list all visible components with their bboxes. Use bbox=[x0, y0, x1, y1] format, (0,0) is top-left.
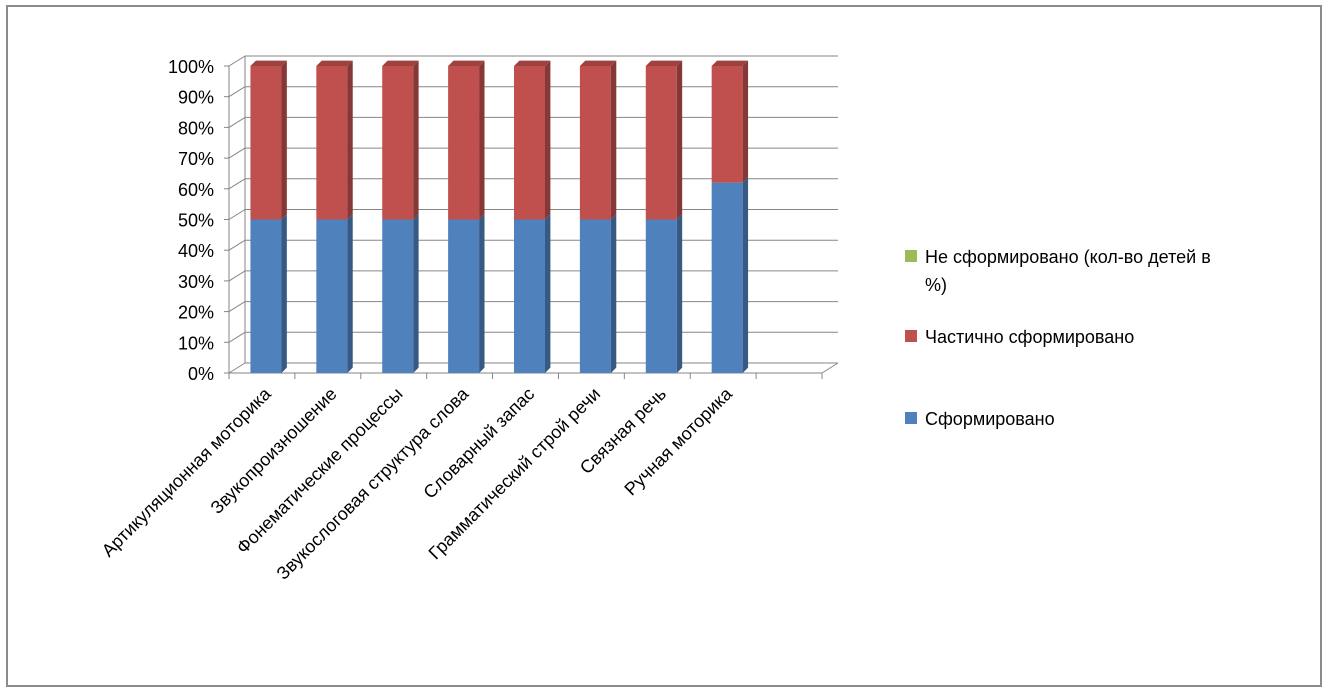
bar-front bbox=[514, 66, 545, 220]
legend-label: Не сформировано (кол-во детей в bbox=[925, 247, 1211, 267]
bar-front bbox=[250, 66, 282, 220]
bar-side bbox=[545, 60, 551, 220]
bar-front bbox=[448, 66, 480, 220]
y-tick-label: 60% bbox=[178, 180, 214, 200]
bar-6-series-2 bbox=[579, 60, 617, 220]
bar-side bbox=[281, 214, 287, 373]
legend-label: %) bbox=[925, 275, 947, 295]
bar-side bbox=[347, 60, 353, 220]
bar-side bbox=[479, 60, 485, 220]
bar-front bbox=[579, 66, 611, 220]
y-tick-label: 50% bbox=[178, 211, 214, 231]
bar-top bbox=[316, 60, 353, 66]
bars bbox=[250, 60, 749, 373]
y-tick-label: 20% bbox=[178, 303, 214, 323]
bar-top bbox=[250, 60, 287, 66]
legend-item: Частично сформировано bbox=[905, 327, 1134, 347]
bar-7-series-1 bbox=[645, 214, 683, 373]
gridline-side bbox=[228, 301, 246, 313]
legend-label: Частично сформировано bbox=[925, 327, 1134, 347]
bar-top bbox=[579, 60, 617, 66]
bar-side bbox=[347, 214, 353, 373]
bar-1-series-1 bbox=[250, 214, 287, 373]
bar-3-series-1 bbox=[382, 214, 419, 373]
y-tick-label: 100% bbox=[168, 57, 214, 77]
bar-front bbox=[579, 219, 611, 373]
bar-front bbox=[316, 66, 348, 220]
bar-front bbox=[645, 219, 677, 373]
bar-4-series-1 bbox=[448, 214, 485, 373]
bar-front bbox=[711, 66, 743, 183]
gridline-side bbox=[228, 86, 246, 98]
legend-swatch bbox=[905, 330, 917, 342]
y-tick-label: 30% bbox=[178, 272, 214, 292]
gridline-side bbox=[228, 362, 246, 374]
bar-side bbox=[281, 60, 287, 220]
bar-side bbox=[545, 214, 551, 373]
bar-1-series-2 bbox=[250, 60, 287, 220]
x-axis-labels: Артикуляционная моторикаЗвукопроизношени… bbox=[98, 383, 737, 584]
bar-front bbox=[711, 182, 743, 373]
gridline-side bbox=[228, 270, 246, 282]
legend-swatch bbox=[905, 250, 917, 262]
bar-top bbox=[711, 60, 749, 66]
bar-8-series-1 bbox=[711, 177, 749, 373]
bar-side bbox=[742, 177, 749, 373]
bar-side bbox=[413, 60, 419, 220]
gridline-side bbox=[228, 178, 246, 190]
x-category-label: Звукопроизношение bbox=[207, 384, 341, 518]
bar-7-series-2 bbox=[645, 60, 683, 220]
bar-top bbox=[514, 60, 551, 66]
gridline-side bbox=[228, 331, 246, 343]
bar-side bbox=[676, 60, 683, 220]
bar-5-series-1 bbox=[514, 214, 551, 373]
gridline-side bbox=[228, 55, 246, 67]
y-tick-label: 40% bbox=[178, 241, 214, 261]
bar-2-series-2 bbox=[316, 60, 353, 220]
bar-front bbox=[250, 219, 282, 373]
legend-item: Не сформировано (кол-во детей в%) bbox=[905, 247, 1211, 295]
bar-front bbox=[448, 219, 480, 373]
y-tick-label: 80% bbox=[178, 118, 214, 138]
bar-6-series-1 bbox=[579, 214, 617, 373]
bar-top bbox=[448, 60, 485, 66]
bar-2-series-1 bbox=[316, 214, 353, 373]
bar-front bbox=[382, 219, 414, 373]
bar-side bbox=[676, 214, 683, 373]
legend: Не сформировано (кол-во детей в%) Частичн… bbox=[905, 247, 1211, 429]
gridline-side bbox=[228, 239, 246, 251]
legend-label: Сформировано bbox=[925, 409, 1055, 429]
legend-item: Сформировано bbox=[905, 409, 1055, 429]
gridline-side bbox=[228, 116, 246, 128]
y-tick-label: 0% bbox=[188, 364, 214, 384]
legend-swatch bbox=[905, 412, 917, 424]
bar-front bbox=[382, 66, 414, 220]
bar-top bbox=[645, 60, 683, 66]
gridline-side bbox=[228, 147, 246, 159]
bar-side bbox=[610, 214, 617, 373]
bar-8-series-2 bbox=[711, 60, 749, 183]
bar-side bbox=[742, 60, 749, 183]
bar-front bbox=[316, 219, 348, 373]
y-tick-label: 70% bbox=[178, 149, 214, 169]
x-category-label: Словарный запас bbox=[419, 384, 538, 503]
y-tick-label: 90% bbox=[178, 88, 214, 108]
bar-side bbox=[413, 214, 419, 373]
bar-side bbox=[479, 214, 485, 373]
floor-right-edge bbox=[821, 362, 839, 374]
bar-5-series-2 bbox=[514, 60, 551, 220]
bar-side bbox=[610, 60, 617, 220]
bar-3-series-2 bbox=[382, 60, 419, 220]
gridline-side bbox=[228, 209, 246, 220]
bar-front bbox=[645, 66, 677, 220]
bar-front bbox=[514, 219, 545, 373]
bar-4-series-2 bbox=[448, 60, 485, 220]
bar-top bbox=[382, 60, 419, 66]
y-tick-label: 10% bbox=[178, 333, 214, 353]
y-axis-ticks: 0% 10% 20% 30% 40% 50% 60% 70% 80% 90% 100% bbox=[168, 57, 214, 384]
